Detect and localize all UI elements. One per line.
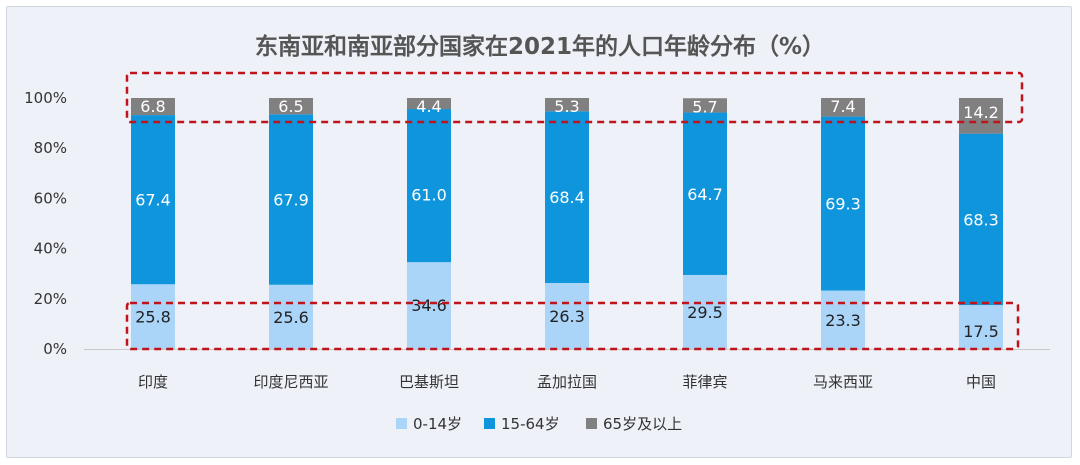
y-tick-label: 40% (34, 240, 67, 258)
x-category-label: 巴基斯坦 (399, 373, 459, 391)
y-tick-label: 20% (34, 290, 67, 308)
bar-segment (683, 112, 727, 275)
bar-segment (269, 114, 313, 285)
bar-segment (683, 274, 727, 349)
bar-segment (545, 98, 589, 112)
bar-segment (959, 133, 1003, 306)
x-category-label: 印度 (138, 373, 168, 391)
data-label: 6.5 (278, 97, 303, 116)
bar-segment (407, 98, 451, 110)
data-label: 17.5 (963, 322, 999, 341)
y-tick-label: 0% (43, 340, 67, 358)
bar-segment (821, 98, 865, 117)
x-category-label: 菲律宾 (682, 373, 727, 391)
bar-segment (269, 98, 313, 115)
legend-label: 0-14岁 (413, 415, 462, 433)
highlight-layer (125, 71, 1024, 351)
bar-segment (545, 111, 589, 283)
bar-segment (131, 98, 175, 116)
y-tick-label: 80% (34, 139, 67, 157)
bar-segment (269, 284, 313, 349)
bar-segment (131, 115, 175, 285)
data-label: 4.4 (416, 97, 441, 116)
bar-segment (545, 282, 589, 349)
data-label: 23.3 (825, 311, 861, 330)
data-label: 67.4 (135, 191, 171, 210)
data-label: 34.6 (411, 296, 447, 315)
bar-segment (683, 98, 727, 113)
y-tick-label: 100% (24, 89, 67, 107)
data-label: 6.8 (140, 97, 165, 116)
bar-segment (407, 109, 451, 263)
x-category-label: 马来西亚 (813, 373, 873, 391)
axis-layer: 0% 20% 40% 60% 80% 100% 印度 印度尼西亚 巴基斯坦 孟加拉国 菲律宾 马来西亚… (24, 89, 1050, 391)
data-label: 68.4 (549, 188, 585, 207)
data-label: 67.9 (273, 191, 309, 210)
data-label: 25.6 (273, 308, 309, 327)
x-category-label: 孟加拉国 (537, 373, 597, 391)
bar-segment (131, 284, 175, 349)
data-label: 25.8 (135, 308, 171, 327)
data-label: 68.3 (963, 210, 999, 229)
legend-swatch (586, 418, 597, 429)
legend: 0-14岁 15-64岁 65岁及以上 (396, 415, 682, 433)
bar-segment (821, 116, 865, 291)
x-category-label: 印度尼西亚 (253, 373, 328, 391)
data-label: 5.7 (692, 97, 717, 116)
legend-label: 15-64岁 (501, 415, 560, 433)
data-label: 7.4 (830, 97, 855, 116)
highlight-box-elderly (125, 71, 1024, 124)
data-label: 5.3 (554, 97, 579, 116)
y-tick-label: 60% (34, 189, 67, 207)
bars-layer: 25.8 67.4 6.8 25.6 67.9 6.5 34.6 61.0 4.4 26.3 68.… (131, 97, 1003, 349)
data-label: 61.0 (411, 186, 447, 205)
x-category-label: 中国 (966, 373, 996, 391)
bar-segment (959, 98, 1003, 134)
data-label: 69.3 (825, 195, 861, 214)
bar-segment (407, 262, 451, 349)
bar-segment (959, 305, 1003, 349)
data-label: 64.7 (687, 185, 723, 204)
data-label: 14.2 (963, 103, 999, 122)
chart-title: 东南亚和南亚部分国家在2021年的人口年龄分布（%） (255, 33, 825, 60)
legend-swatch (396, 418, 407, 429)
bar-segment (821, 290, 865, 349)
legend-label: 65岁及以上 (603, 415, 682, 433)
legend-swatch (484, 418, 495, 429)
chart-frame (6, 6, 1072, 458)
data-label: 26.3 (549, 307, 585, 326)
data-label: 29.5 (687, 303, 723, 322)
